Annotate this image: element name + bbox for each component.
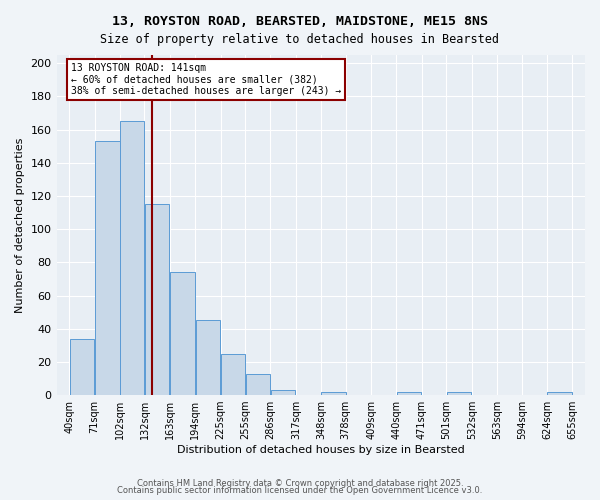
Bar xyxy=(447,392,471,395)
Bar xyxy=(70,338,94,395)
Text: Contains HM Land Registry data © Crown copyright and database right 2025.: Contains HM Land Registry data © Crown c… xyxy=(137,478,463,488)
Text: Size of property relative to detached houses in Bearsted: Size of property relative to detached ho… xyxy=(101,32,499,46)
Bar xyxy=(170,272,195,395)
Bar xyxy=(145,204,169,395)
Bar xyxy=(120,122,145,395)
Bar xyxy=(397,392,421,395)
Bar xyxy=(196,320,220,395)
Text: 13 ROYSTON ROAD: 141sqm
← 60% of detached houses are smaller (382)
38% of semi-d: 13 ROYSTON ROAD: 141sqm ← 60% of detache… xyxy=(71,64,341,96)
Bar xyxy=(547,392,572,395)
X-axis label: Distribution of detached houses by size in Bearsted: Distribution of detached houses by size … xyxy=(177,445,464,455)
Bar xyxy=(321,392,346,395)
Bar xyxy=(271,390,295,395)
Bar xyxy=(221,354,245,395)
Text: 13, ROYSTON ROAD, BEARSTED, MAIDSTONE, ME15 8NS: 13, ROYSTON ROAD, BEARSTED, MAIDSTONE, M… xyxy=(112,15,488,28)
Text: Contains public sector information licensed under the Open Government Licence v3: Contains public sector information licen… xyxy=(118,486,482,495)
Y-axis label: Number of detached properties: Number of detached properties xyxy=(15,138,25,312)
Bar xyxy=(95,142,119,395)
Bar xyxy=(245,374,270,395)
